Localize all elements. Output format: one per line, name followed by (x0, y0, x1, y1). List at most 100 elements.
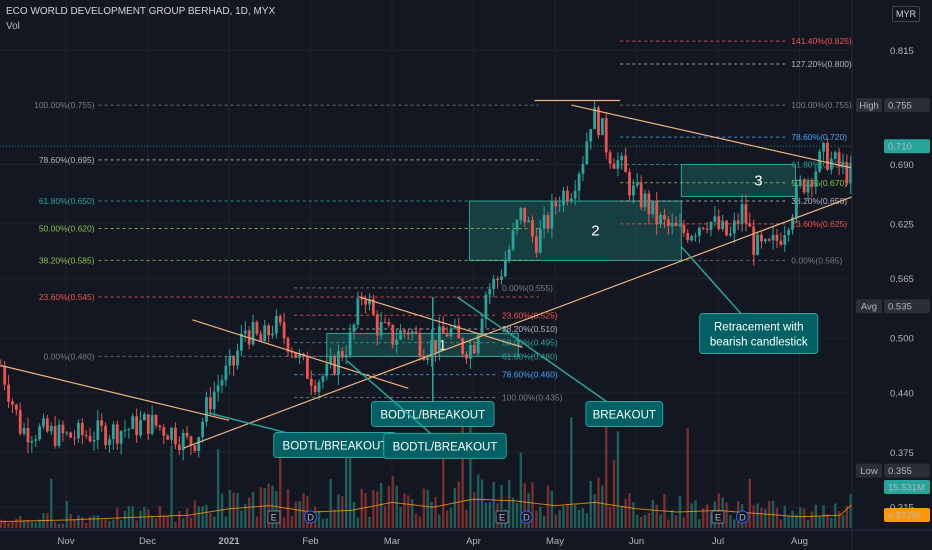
candle-body (298, 353, 302, 358)
candle-body (278, 316, 282, 323)
volume-bar (465, 509, 468, 528)
volume-bar (92, 515, 96, 528)
callout-box (699, 313, 819, 355)
candle-body (259, 333, 263, 342)
candle-body (185, 432, 189, 437)
candle-body (802, 179, 806, 193)
callout-pointer (456, 296, 625, 415)
candle-body (682, 224, 686, 233)
volume-bar (376, 491, 379, 528)
event-marker-e[interactable]: E (711, 510, 725, 524)
volume-bar (585, 513, 589, 528)
volume-bar (205, 504, 208, 528)
candle-body (686, 232, 690, 241)
candle-body (635, 182, 639, 186)
volume-bar (500, 484, 503, 528)
callout-box (383, 432, 507, 459)
price-tick-label: 0.375 (890, 448, 914, 459)
candle-body (829, 158, 833, 170)
badge-label: High (859, 101, 879, 112)
volume-bar (690, 503, 693, 528)
volume-bar (150, 515, 154, 528)
volume-bar (830, 517, 833, 528)
event-marker-d[interactable]: D (304, 510, 317, 524)
candle-body (500, 276, 503, 281)
event-marker-letter: D (307, 513, 314, 524)
consolidation-zones[interactable]: 1 2 3 (326, 163, 796, 357)
fib-level-label: 50.00%(0.620) (39, 223, 95, 233)
event-marker-e[interactable]: E (267, 510, 281, 524)
callout-text: Retracement with (714, 322, 803, 334)
candle-body (826, 142, 829, 170)
volume-bar (542, 515, 546, 528)
volume-bar (395, 485, 398, 528)
volume-bar (605, 406, 608, 528)
volume-bar (119, 520, 123, 528)
volume-bar (445, 510, 449, 528)
fib-level-label: 38.20%(0.510) (502, 324, 558, 334)
volume-bar (7, 522, 10, 528)
volume-bar (791, 510, 794, 528)
volume-bar (643, 514, 647, 528)
volume-bar (108, 520, 111, 528)
volume-bar (589, 480, 592, 528)
candle-body (104, 425, 107, 446)
volume-bar (232, 492, 235, 528)
volume-bar (81, 516, 84, 528)
candle-body (154, 414, 158, 426)
candle-body (837, 152, 841, 167)
event-marker-d[interactable]: D (735, 510, 749, 524)
badge-label: Avg (861, 302, 877, 313)
volume-bar (698, 519, 701, 528)
event-marker-e[interactable]: E (495, 510, 509, 524)
volume-bar (65, 500, 68, 528)
volume-bar (608, 507, 612, 528)
volume-bar (430, 501, 433, 528)
candle-body (736, 220, 740, 224)
volume-bar (11, 521, 14, 528)
volume-bar (422, 488, 426, 528)
volume-bar (752, 505, 755, 528)
trend-lines[interactable] (0, 99, 932, 449)
candle-body (294, 352, 298, 358)
candle-body (767, 239, 771, 241)
event-marker-letter: E (499, 513, 505, 524)
candle-body (321, 376, 325, 382)
volume-bar (492, 482, 495, 528)
badge-value: 0.355 (888, 466, 912, 477)
callout-text: BODTL/BREAKOUT (393, 441, 498, 453)
candle-body (748, 223, 752, 227)
callouts[interactable]: BODTL/BREAKOUT BODTL/BREAKOUT BODTL/BREAKO… (208, 246, 819, 459)
volume-bar (410, 499, 414, 528)
badge-value: 4.872M (888, 511, 920, 522)
candle-body (96, 420, 100, 440)
candle-body (663, 214, 666, 220)
volume-bar (154, 518, 158, 528)
earnings-icon (495, 510, 509, 524)
candle-body (11, 401, 14, 405)
volume-bar (480, 479, 484, 528)
volume-bar (368, 516, 371, 528)
event-marker-d[interactable]: D (519, 510, 533, 524)
callout-box (371, 400, 495, 427)
candle-body (344, 354, 348, 358)
earnings-icon (711, 510, 725, 524)
candle-body (849, 162, 853, 184)
volume-bar (476, 474, 480, 528)
volume-bar (251, 492, 255, 528)
dividend-icon (304, 510, 317, 524)
volume-bar (69, 514, 72, 528)
volume-bar (294, 501, 297, 528)
callout-box (585, 400, 664, 427)
candle-body (620, 155, 624, 161)
volume-bar (837, 511, 841, 528)
volume-bar (387, 485, 391, 528)
volume-bar (709, 512, 713, 528)
currency-button[interactable]: MYR (892, 6, 920, 22)
badge-value-bg (884, 463, 930, 478)
candle-body (697, 227, 701, 236)
candle-body (562, 190, 565, 206)
candle-body (290, 351, 294, 353)
